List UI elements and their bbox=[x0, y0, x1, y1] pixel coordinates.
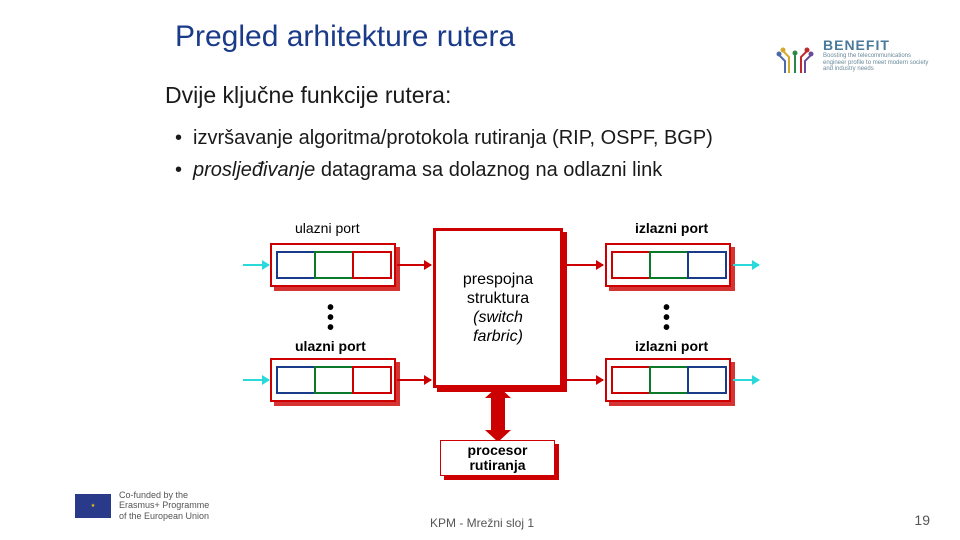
bullet-1: izvršavanje algoritma/protokola rutiranj… bbox=[175, 125, 795, 151]
in-port-top bbox=[270, 243, 396, 287]
slide-title: Pregled arhitekture rutera bbox=[175, 20, 515, 54]
arrow-to-processor bbox=[491, 396, 505, 432]
label-in-top: ulazni port bbox=[295, 220, 360, 236]
bullet-list: izvršavanje algoritma/protokola rutiranj… bbox=[175, 125, 795, 189]
arrow-in-bot-2 bbox=[397, 379, 431, 381]
footer-center: KPM - Mrežni sloj 1 bbox=[430, 516, 534, 530]
arrow-out-bot-1 bbox=[565, 379, 603, 381]
logo-brand: BENEFIT bbox=[823, 37, 933, 53]
arrow-in-top-1 bbox=[243, 264, 269, 266]
dots-left: ••• bbox=[327, 303, 334, 333]
slide-subtitle: Dvije ključne funkcije rutera: bbox=[165, 82, 451, 109]
arrow-in-top-2 bbox=[397, 264, 431, 266]
switch-fabric: prespojna struktura (switch farbric) bbox=[433, 228, 563, 388]
page-number: 19 bbox=[914, 512, 930, 528]
out-port-top bbox=[605, 243, 731, 287]
eu-cofunded: Co-funded by theErasmus+ Programmeof the… bbox=[75, 490, 209, 522]
router-diagram: ulazni port izlazni port ulazni port izl… bbox=[245, 218, 785, 478]
label-out-bot: izlazni port bbox=[635, 338, 708, 354]
in-port-bot bbox=[270, 358, 396, 402]
benefit-logo: BENEFIT Boosting the telecommunications … bbox=[775, 35, 935, 75]
eu-text: Co-funded by theErasmus+ Programmeof the… bbox=[119, 490, 209, 522]
routing-processor: procesorrutiranja bbox=[440, 440, 555, 476]
out-port-bot bbox=[605, 358, 731, 402]
logo-tagline: Boosting the telecommunications engineer… bbox=[823, 53, 933, 73]
arrow-out-bot-2 bbox=[733, 379, 759, 381]
arrow-in-bot-1 bbox=[243, 379, 269, 381]
label-in-bot: ulazni port bbox=[295, 338, 366, 354]
arrow-out-top-2 bbox=[733, 264, 759, 266]
dots-right: ••• bbox=[663, 303, 670, 333]
logo-icon bbox=[775, 35, 815, 75]
bullet-2: prosljeđivanje datagrama sa dolaznog na … bbox=[175, 157, 795, 183]
label-out-top: izlazni port bbox=[635, 220, 708, 236]
arrow-out-top-1 bbox=[565, 264, 603, 266]
eu-flag-icon bbox=[75, 494, 111, 518]
